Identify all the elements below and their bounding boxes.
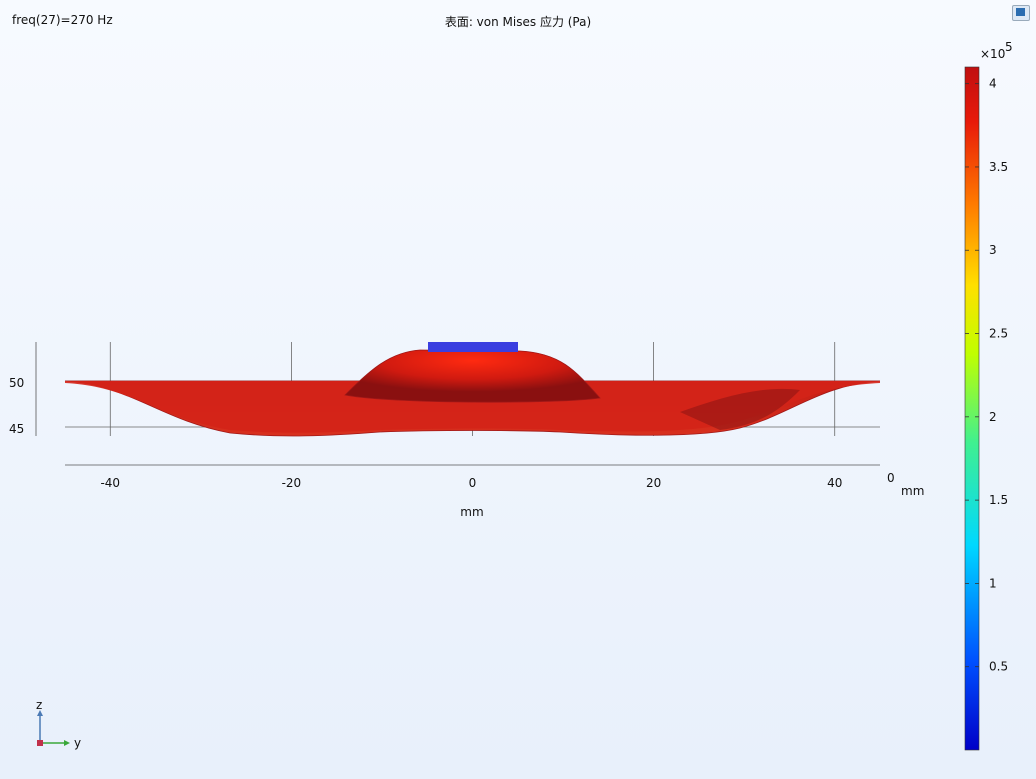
membrane-top bbox=[65, 381, 880, 433]
colorbar: ×10 5 4 3.5 3 2.5 2 1.5 1 0.5 bbox=[964, 40, 1013, 751]
colorbar-tick-label: 2 bbox=[989, 410, 997, 424]
x-tick-label: 40 bbox=[827, 476, 842, 490]
x-axis-unit: mm bbox=[901, 484, 924, 498]
x-tick-label: -20 bbox=[282, 476, 302, 490]
triad-y-label: y bbox=[74, 736, 81, 750]
z-tick-50: 50 bbox=[9, 376, 24, 390]
colorbar-exponent: 5 bbox=[1005, 40, 1013, 54]
dome-shadow-right bbox=[680, 388, 800, 430]
x-axis-zero-label: 0 bbox=[887, 471, 895, 485]
colorbar-tick-label: 0.5 bbox=[989, 660, 1008, 674]
plot-title: 表面: von Mises 应力 (Pa) bbox=[444, 15, 592, 29]
frequency-label: freq(27)=270 Hz bbox=[12, 13, 113, 27]
colorbar-tick-label: 1 bbox=[989, 576, 997, 590]
colorbar-tick-label: 1.5 bbox=[989, 493, 1008, 507]
x-tick-label: -40 bbox=[100, 476, 120, 490]
x-tick-labels: -40 -20 0 20 40 bbox=[100, 476, 842, 490]
export-image-icon[interactable] bbox=[1012, 5, 1030, 21]
colorbar-multiplier: ×10 bbox=[980, 47, 1005, 61]
dome-bump bbox=[344, 349, 601, 403]
colorbar-tick-label: 3.5 bbox=[989, 160, 1008, 174]
colorbar-tick-label: 3 bbox=[989, 243, 997, 257]
colorbar-ticks: 4 3.5 3 2.5 2 1.5 1 0.5 bbox=[965, 77, 1008, 674]
colorbar-tick-label: 4 bbox=[989, 77, 997, 91]
z-tick-45: 45 bbox=[9, 422, 24, 436]
x-tick-label: 20 bbox=[646, 476, 661, 490]
actuator-block bbox=[428, 342, 518, 352]
colorbar-tick-label: 2.5 bbox=[989, 327, 1008, 341]
x-axis-label: mm bbox=[460, 505, 483, 519]
x-tick-label: 0 bbox=[469, 476, 477, 490]
axis-triad: z y bbox=[36, 698, 81, 750]
colorbar-gradient bbox=[964, 66, 980, 751]
triad-z-label: z bbox=[36, 698, 42, 712]
